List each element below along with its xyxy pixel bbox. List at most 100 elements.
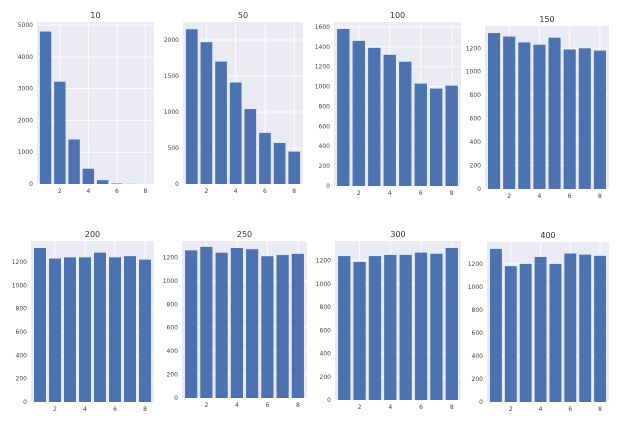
bar-5: [96, 180, 109, 184]
bar-4: [383, 54, 396, 186]
y-tick-label: 1200: [316, 258, 331, 265]
bar-5: [246, 249, 259, 398]
x-tick-label: 8: [598, 406, 602, 413]
bar-2: [54, 81, 66, 184]
y-tick-label: 4000: [18, 54, 33, 61]
y-tick-label: 600: [167, 325, 179, 332]
bar-2: [49, 258, 61, 402]
bar-4: [533, 44, 546, 189]
x-tick-label: 6: [265, 402, 269, 409]
x-tick-label: 8: [143, 406, 147, 413]
x-tick-label: 4: [538, 193, 542, 200]
y-tick-label: 1200: [163, 254, 178, 261]
chart-panel-300: 300 0 200 400 600 800 1000 1200 2 4 6 8: [316, 230, 461, 411]
y-tick-label: 400: [167, 348, 179, 355]
y-tick-label: 1200: [12, 259, 27, 266]
y-tick-label: 600: [16, 329, 28, 336]
y-tick-label: 0: [175, 181, 179, 188]
bar-7: [273, 142, 286, 184]
bar-5: [94, 252, 106, 402]
bar-5: [399, 61, 412, 186]
y-tick-label: 1000: [163, 278, 178, 285]
y-tick-label: 1000: [18, 149, 33, 156]
y-tick-label: 1200: [466, 45, 481, 52]
y-tick-label: 200: [470, 163, 482, 170]
y-tick-label: 200: [472, 376, 484, 383]
bar-8: [594, 255, 607, 402]
bar-6: [563, 49, 576, 190]
y-tick-label: 1000: [316, 281, 331, 288]
bar-8: [288, 151, 301, 184]
x-tick-label: 8: [292, 188, 296, 195]
bar-4: [534, 256, 547, 402]
y-tick-label: 600: [472, 330, 484, 337]
x-tick-label: 2: [204, 402, 208, 409]
y-tick-label: 800: [16, 306, 28, 313]
y-tick-label: 400: [470, 139, 482, 146]
bar-5: [549, 263, 562, 402]
y-tick-label: 0: [327, 397, 331, 404]
x-tick-label: 2: [58, 188, 62, 195]
y-tick-label: 400: [472, 353, 484, 360]
chart-title: 10: [90, 11, 100, 20]
bar-4: [79, 257, 91, 402]
bar-8: [291, 253, 304, 398]
bar-1: [337, 28, 350, 186]
y-tick-label: 2000: [164, 37, 179, 44]
y-tick-label: 5000: [18, 22, 33, 29]
y-tick-label: 800: [472, 307, 484, 314]
x-tick-label: 6: [263, 188, 267, 195]
bar-1: [185, 250, 198, 398]
chart-panel-400: 400 0 200 400 600 800 1000 1200 2 4 6 8: [468, 231, 609, 413]
bar-7: [430, 88, 443, 186]
bar-6: [261, 256, 274, 398]
bar-1: [39, 31, 52, 184]
chart-panel-250: 250 0 200 400 600 800 1000 1200 2 4 6 8: [163, 230, 307, 409]
y-tick-label: 1000: [12, 282, 27, 289]
y-tick-label: 800: [167, 301, 179, 308]
chart-title: 250: [237, 230, 252, 239]
y-tick-label: 1500: [164, 73, 179, 80]
y-tick-label: 1200: [468, 261, 483, 268]
bar-3: [368, 256, 382, 400]
bar-6: [414, 83, 427, 186]
x-tick-label: 4: [86, 188, 90, 195]
chart-title: 100: [390, 11, 405, 20]
y-tick-label: 200: [319, 163, 331, 170]
y-tick-label: 1000: [468, 284, 483, 291]
x-tick-label: 6: [568, 406, 572, 413]
bar-1: [489, 248, 502, 402]
bar-5: [548, 37, 561, 189]
x-tick-label: 8: [450, 404, 454, 411]
x-tick-label: 4: [234, 188, 238, 195]
x-tick-label: 6: [115, 188, 119, 195]
y-tick-label: 3000: [18, 86, 33, 93]
x-tick-label: 4: [388, 190, 392, 197]
y-tick-label: 0: [326, 183, 330, 190]
y-tick-label: 1000: [164, 109, 179, 116]
bar-4: [229, 82, 242, 184]
x-tick-label: 2: [358, 404, 362, 411]
bar-2: [352, 40, 365, 186]
bar-7: [579, 254, 592, 402]
x-tick-label: 4: [235, 402, 239, 409]
bar-8: [593, 50, 606, 189]
bar-8: [445, 247, 458, 400]
y-tick-label: 400: [320, 351, 332, 358]
y-tick-label: 1200: [315, 64, 330, 71]
y-tick-label: 200: [167, 372, 179, 379]
y-tick-label: 500: [168, 145, 180, 152]
bar-7: [430, 253, 443, 400]
y-tick-label: 400: [319, 143, 331, 150]
bar-4: [384, 254, 397, 400]
bar-1: [338, 256, 351, 400]
x-tick-label: 4: [539, 406, 543, 413]
bar-2: [503, 36, 516, 189]
bar-6: [564, 253, 577, 402]
y-tick-label: 0: [23, 399, 27, 406]
x-tick-label: 6: [419, 404, 423, 411]
bar-2: [200, 42, 213, 184]
